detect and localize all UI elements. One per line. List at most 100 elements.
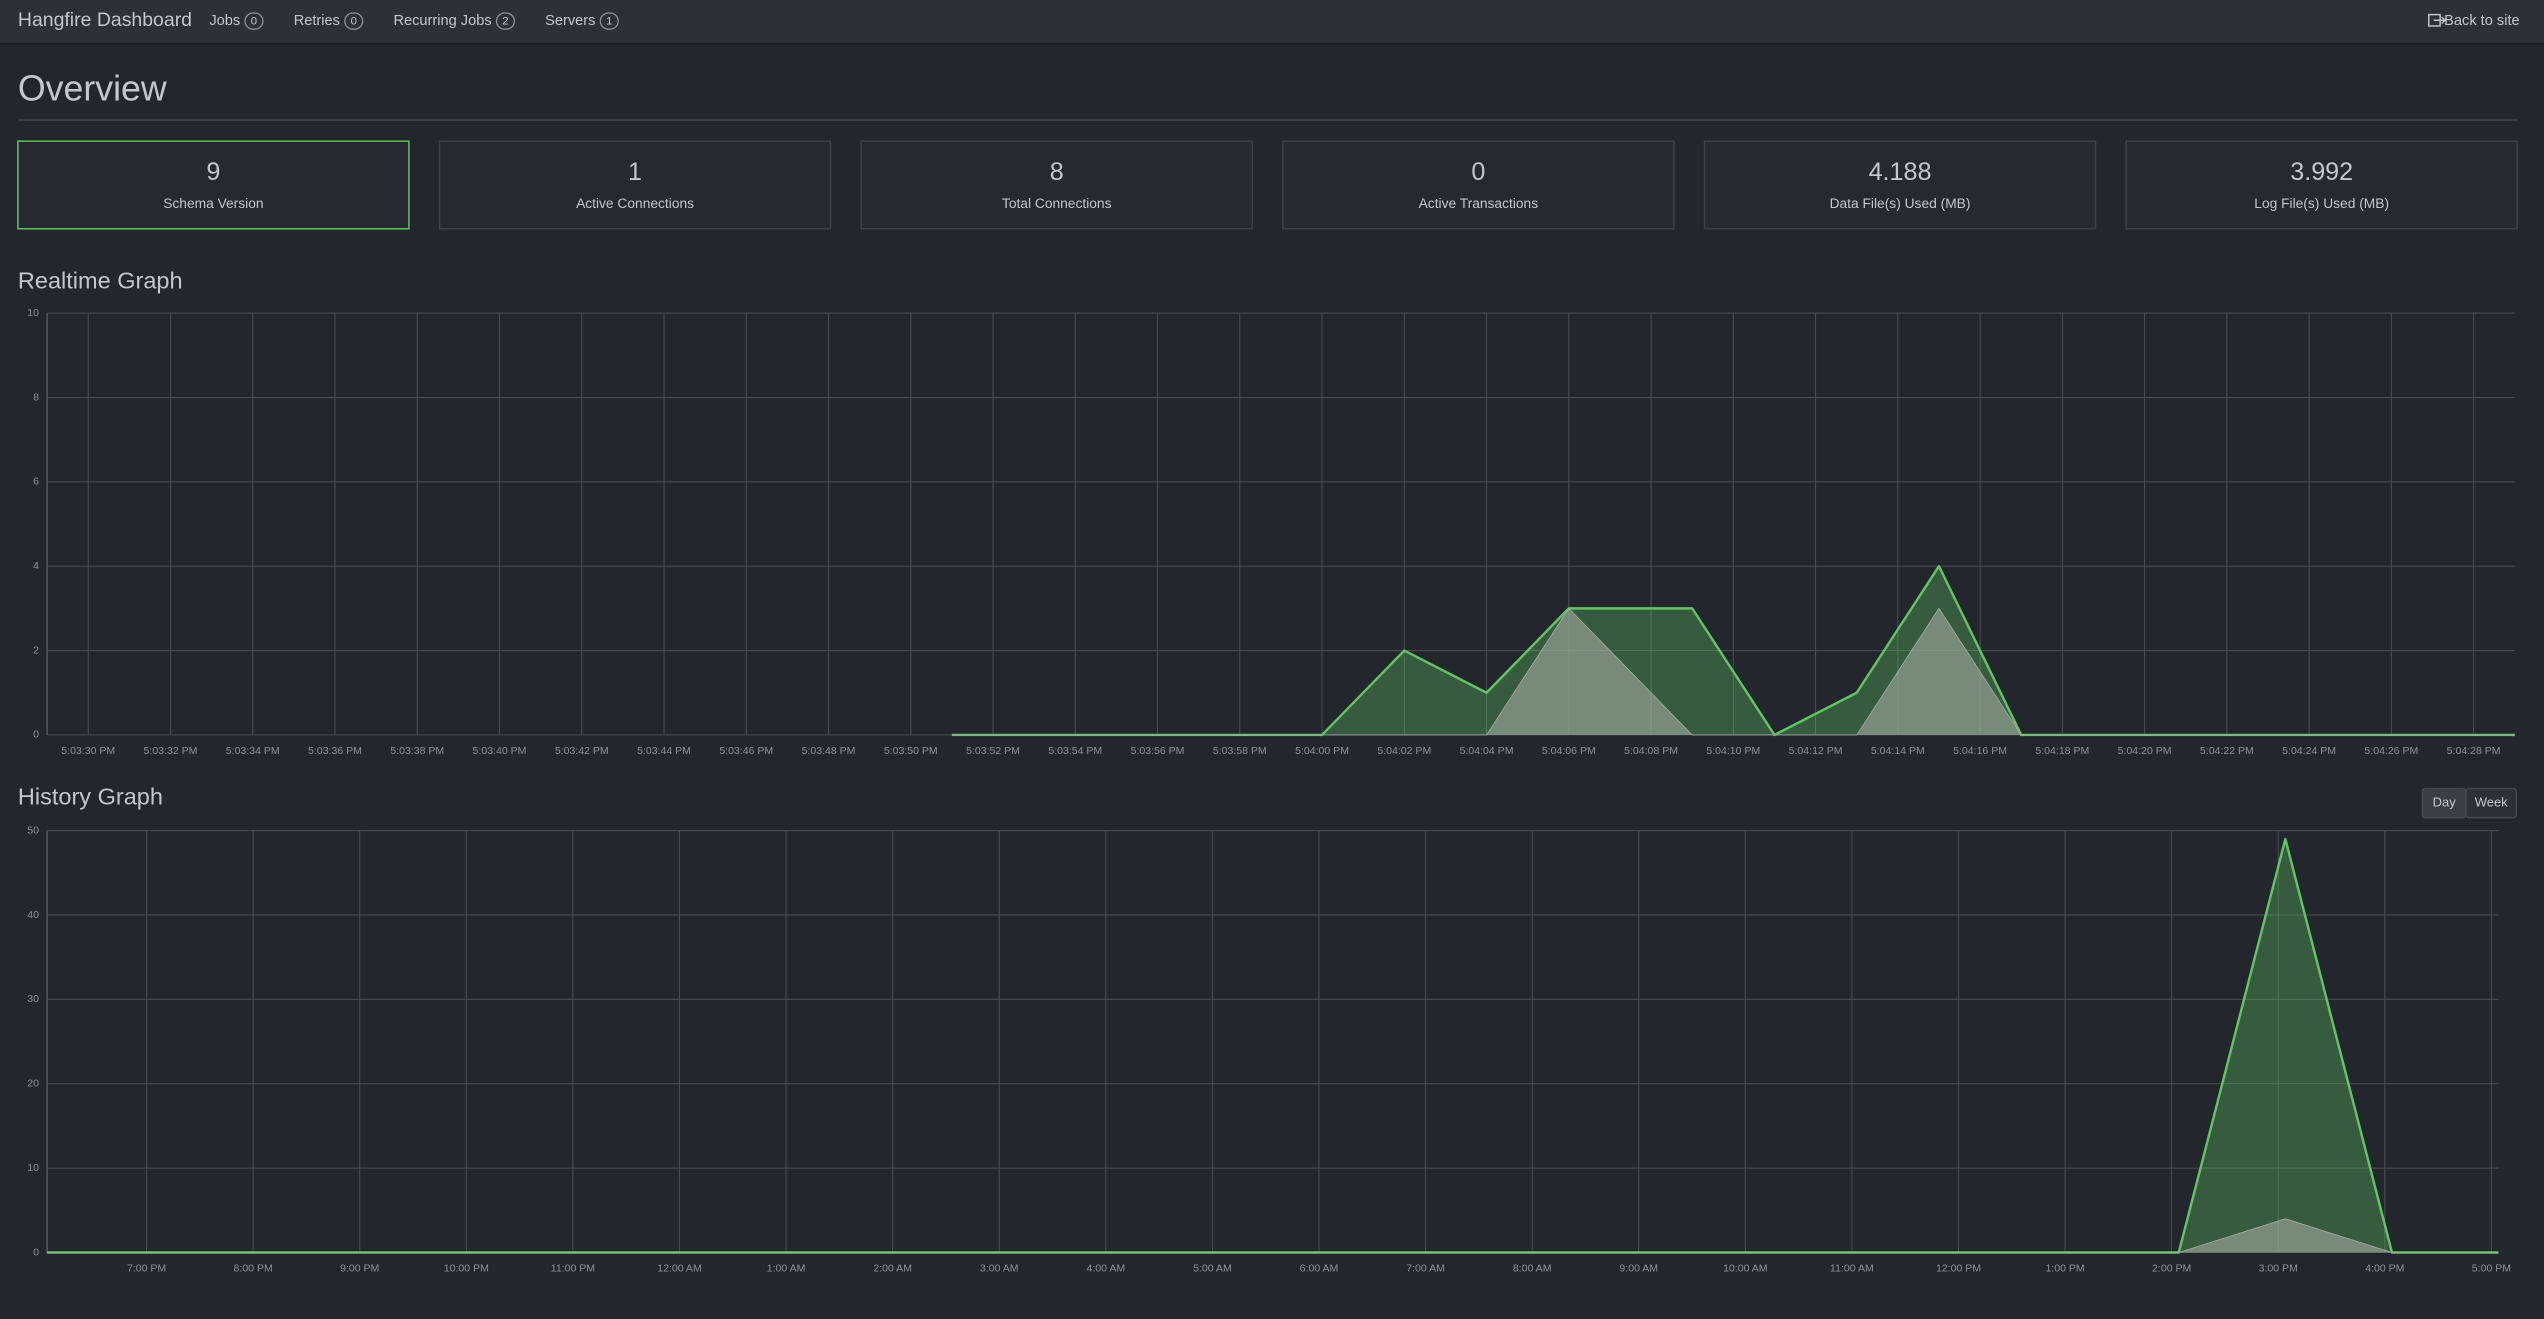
nav-item[interactable]: Retries [294, 13, 340, 29]
series-area [951, 566, 2515, 735]
x-tick-label: 5:04:10 PM [1706, 745, 1760, 757]
x-tick-label: 5:03:34 PM [226, 745, 280, 757]
x-tick-label: 11:00 PM [551, 1262, 595, 1274]
x-tick-label: 7:00 AM [1406, 1262, 1445, 1274]
stat-box [438, 140, 832, 230]
x-tick-label: 5:03:44 PM [637, 745, 691, 757]
x-tick-label: 5:03:32 PM [144, 745, 198, 757]
y-tick-label: 0 [33, 729, 39, 741]
range-button-label[interactable]: Day [2433, 795, 2457, 810]
x-tick-label: 5:03:54 PM [1048, 745, 1102, 757]
nav-badge [495, 12, 515, 30]
x-tick-label: 5:00 AM [1193, 1262, 1232, 1274]
x-tick-label: 5:04:26 PM [2364, 745, 2418, 757]
x-tick-label: 5:03:46 PM [719, 745, 773, 757]
back-link[interactable]: Back to site [2444, 13, 2519, 29]
x-tick-label: 9:00 PM [340, 1262, 379, 1274]
stat-label: Active Connections [576, 196, 694, 211]
x-tick-label: 5:03:38 PM [390, 745, 444, 757]
y-tick-label: 20 [27, 1078, 39, 1090]
y-tick-label: 2 [33, 644, 39, 656]
x-tick-label: 5:03:30 PM [61, 745, 115, 757]
y-tick-label: 50 [27, 824, 39, 836]
y-tick-label: 40 [27, 909, 39, 921]
nav-badge [599, 12, 619, 30]
x-tick-label: 5:03:48 PM [802, 745, 856, 757]
x-tick-label: 5:04:22 PM [2200, 745, 2254, 757]
stat-label: Total Connections [1002, 196, 1112, 211]
x-tick-label: 12:00 AM [657, 1262, 702, 1274]
x-tick-label: 5:04:24 PM [2282, 745, 2336, 757]
nav-badge [344, 12, 364, 30]
series-line [951, 564, 2515, 737]
x-tick-label: 2:00 PM [2152, 1262, 2191, 1274]
stat-value: 3.992 [2290, 158, 2353, 186]
stat-value: 0 [1471, 158, 1485, 186]
x-tick-label: 8:00 PM [234, 1262, 273, 1274]
back-icon [2428, 13, 2447, 27]
x-tick-label: 1:00 PM [2045, 1262, 2084, 1274]
stat-value: 4.188 [1869, 158, 1932, 186]
x-tick-label: 3:00 AM [980, 1262, 1019, 1274]
x-tick-label: 5:03:36 PM [308, 745, 362, 757]
x-tick-label: 5:04:02 PM [1377, 745, 1431, 757]
x-tick-label: 4:00 AM [1087, 1262, 1126, 1274]
nav-badge-count: 2 [502, 16, 508, 28]
section-title: History Graph [18, 783, 163, 809]
x-tick-label: 5:00 PM [2472, 1262, 2511, 1274]
range-button-label[interactable]: Week [2475, 795, 2508, 810]
x-tick-label: 5:03:40 PM [473, 745, 527, 757]
range-button[interactable] [2465, 787, 2518, 819]
section-title: Realtime Graph [18, 268, 183, 294]
stat-label: Data File(s) Used (MB) [1830, 196, 1971, 211]
nav-badge-count: 1 [606, 16, 612, 28]
nav-badge-count: 0 [251, 16, 257, 28]
y-tick-label: 4 [33, 560, 39, 572]
x-tick-label: 11:00 AM [1830, 1262, 1874, 1274]
x-tick-label: 5:03:56 PM [1131, 745, 1185, 757]
x-tick-label: 5:03:58 PM [1213, 745, 1267, 757]
x-tick-label: 4:00 PM [2365, 1262, 2404, 1274]
x-tick-label: 5:03:50 PM [884, 745, 938, 757]
nav-item[interactable]: Servers [545, 13, 595, 29]
stat-box [2125, 140, 2518, 230]
stat-box [1282, 140, 1675, 230]
x-tick-label: 5:04:28 PM [2447, 745, 2501, 757]
stat-value: 9 [206, 158, 220, 186]
x-tick-label: 8:00 AM [1513, 1262, 1552, 1274]
series-line [47, 1218, 2499, 1253]
x-tick-label: 5:04:00 PM [1295, 745, 1349, 757]
series-area [47, 1218, 2499, 1253]
stat-box [17, 140, 410, 230]
y-tick-label: 30 [27, 993, 39, 1005]
x-tick-label: 7:00 PM [127, 1262, 166, 1274]
y-tick-label: 6 [33, 476, 39, 488]
nav-item[interactable]: Jobs [209, 13, 240, 29]
y-tick-label: 8 [33, 391, 39, 403]
x-tick-label: 5:04:04 PM [1460, 745, 1514, 757]
x-tick-label: 5:04:18 PM [2035, 745, 2089, 757]
series-line [951, 607, 2515, 736]
stat-value: 1 [628, 158, 642, 186]
x-tick-label: 6:00 AM [1300, 1262, 1339, 1274]
x-tick-label: 5:04:20 PM [2118, 745, 2172, 757]
nav-badge-count: 0 [351, 16, 357, 28]
x-tick-label: 10:00 AM [1723, 1262, 1768, 1274]
navbar [0, 0, 2544, 44]
nav-item[interactable]: Recurring Jobs [393, 13, 491, 29]
x-tick-label: 5:04:14 PM [1871, 745, 1925, 757]
x-tick-label: 5:04:12 PM [1789, 745, 1843, 757]
x-tick-label: 5:04:06 PM [1542, 745, 1596, 757]
x-tick-label: 5:03:52 PM [966, 745, 1020, 757]
stat-box [860, 140, 1253, 230]
stat-label: Active Transactions [1419, 196, 1539, 211]
stat-label: Schema Version [163, 196, 263, 211]
y-tick-label: 10 [27, 1162, 39, 1174]
nav-badge [244, 12, 264, 30]
x-tick-label: 2:00 AM [873, 1262, 912, 1274]
x-tick-label: 5:04:16 PM [1953, 745, 2007, 757]
brand[interactable]: Hangfire Dashboard [18, 9, 192, 31]
